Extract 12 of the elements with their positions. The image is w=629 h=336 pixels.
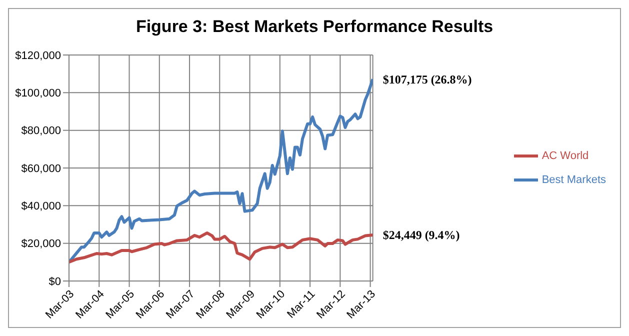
y-tick-label: $120,000 <box>15 50 61 62</box>
y-tick-label: $40,000 <box>21 200 61 213</box>
legend-label: Best Markets <box>542 174 606 186</box>
y-tick-label: $0 <box>48 276 61 288</box>
annotation: $24,449 (9.4%) <box>382 228 460 242</box>
legend-label: AC World <box>542 150 589 162</box>
chart-title: Figure 3: Best Markets Performance Results <box>134 17 494 37</box>
y-tick-label: $100,000 <box>15 88 61 100</box>
y-tick-label: $20,000 <box>21 238 61 250</box>
annotation: $107,175 (26.8%) <box>382 72 472 86</box>
y-tick-label: $80,000 <box>21 125 61 138</box>
y-tick-label: $60,000 <box>21 162 61 175</box>
